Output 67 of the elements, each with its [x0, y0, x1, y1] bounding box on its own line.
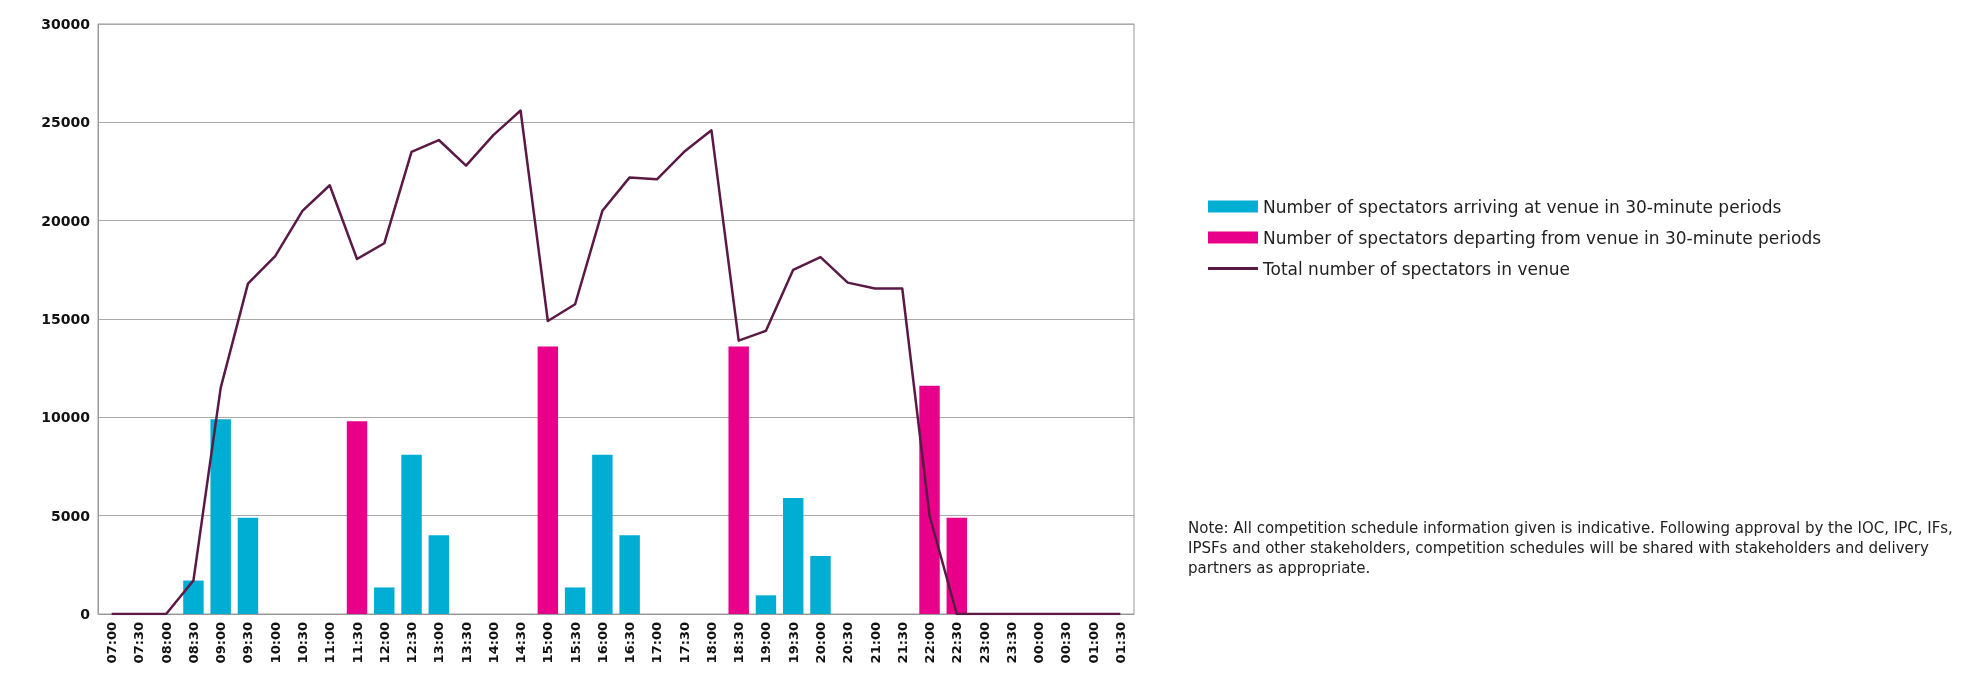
- bar: [374, 587, 395, 614]
- bar: [592, 454, 613, 614]
- x-tick-label: 11:00: [322, 622, 338, 664]
- x-tick-label: 15:00: [540, 622, 556, 664]
- bar: [919, 385, 940, 614]
- x-tick-label: 08:00: [158, 622, 174, 664]
- bar: [946, 517, 968, 614]
- x-tick-label: 00:00: [1031, 622, 1047, 664]
- x-tick-label: 23:00: [976, 622, 992, 664]
- bar: [210, 419, 231, 614]
- x-tick-label: 23:30: [1003, 622, 1019, 664]
- x-tick-label: 07:30: [131, 622, 147, 664]
- x-tick-label: 17:00: [649, 622, 665, 664]
- y-tick-label: 30000: [41, 16, 91, 32]
- bar: [810, 555, 831, 614]
- x-tick-label: 22:30: [949, 622, 965, 664]
- bar: [782, 497, 804, 614]
- x-tick-label: 21:30: [894, 622, 910, 664]
- x-tick-label: 10:00: [267, 622, 283, 664]
- x-tick-label: 10:30: [294, 622, 310, 664]
- y-tick-label: 10000: [41, 409, 91, 426]
- x-tick-label: 07:00: [104, 622, 120, 664]
- legend-label: Number of spectators arriving at venue in 30-minute periods: [1263, 196, 1782, 217]
- x-tick-label: 21:00: [867, 622, 883, 664]
- x-tick-label: 17:30: [676, 622, 692, 664]
- x-tick-label: 14:00: [485, 622, 501, 664]
- x-tick-label: 12:30: [404, 622, 420, 664]
- text: Note: All competition schedule information given is indicative. Following approval by the IOC, IPC, IFs, IPSFs and other stakeholders, competition schedules will be shared with stakeholders and delivery partners as appropriate.: [1188, 519, 1958, 577]
- x-tick-label: 22:00: [922, 622, 938, 664]
- y-tick-label: 5000: [51, 507, 91, 524]
- y-tick-label: 0: [80, 606, 91, 622]
- bar: [755, 595, 777, 614]
- bar: [564, 587, 586, 614]
- x-tick-label: 20:00: [812, 622, 828, 664]
- bar: [183, 580, 204, 614]
- y-tick-label: 25000: [41, 114, 91, 131]
- x-tick-label: 13:30: [458, 622, 474, 664]
- bar: [428, 535, 450, 614]
- y-tick-label: 20000: [41, 212, 91, 229]
- x-tick-label: 14:30: [513, 622, 529, 664]
- bar: [619, 535, 640, 614]
- x-tick-label: 19:00: [758, 622, 774, 664]
- x-tick-label: 09:00: [213, 622, 229, 664]
- line-series: [110, 109, 1122, 616]
- x-tick-label: 18:00: [703, 622, 719, 664]
- legend-label: Number of spectators departing from venue in 30-minute periods: [1263, 227, 1822, 248]
- x-tick-label: 11:30: [349, 622, 365, 664]
- x-tick-label: 16:30: [622, 622, 638, 664]
- bar: [401, 454, 422, 614]
- bar: [346, 421, 368, 614]
- x-tick-label: 12:00: [376, 622, 392, 664]
- x-tick-label: 18:30: [731, 622, 747, 664]
- bar: [537, 346, 559, 614]
- x-tick-label: 20:30: [840, 622, 856, 664]
- legend-label: Total number of spectators in venue: [1262, 258, 1570, 279]
- x-tick-label: 00:30: [1058, 622, 1074, 664]
- y-tick-label: 15000: [41, 311, 91, 327]
- x-tick-label: 19:30: [785, 622, 801, 664]
- x-tick-label: 08:30: [185, 622, 201, 664]
- bar: [728, 346, 749, 614]
- x-tick-label: 13:00: [431, 622, 447, 664]
- x-tick-label: 01:30: [1112, 622, 1128, 664]
- bar: [237, 517, 259, 614]
- x-tick-label: 16:00: [594, 622, 610, 664]
- x-tick-label: 09:30: [240, 622, 256, 664]
- x-tick-label: 15:30: [567, 622, 583, 664]
- x-tick-label: 01:00: [1085, 622, 1101, 664]
